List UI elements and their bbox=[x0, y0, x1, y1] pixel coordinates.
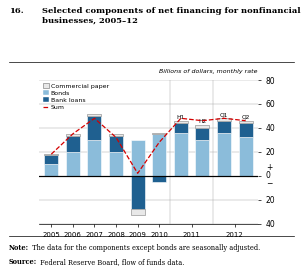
Text: −: − bbox=[266, 180, 272, 189]
Bar bbox=[109, 134, 123, 136]
Bar bbox=[152, 176, 166, 182]
Text: The data for the components except bonds are seasonally adjusted.: The data for the components except bonds… bbox=[30, 244, 261, 252]
Text: 16.: 16. bbox=[9, 7, 24, 15]
Text: H1: H1 bbox=[177, 115, 185, 120]
Bar bbox=[174, 123, 188, 133]
Bar bbox=[217, 133, 231, 176]
Text: +: + bbox=[266, 163, 272, 172]
Text: H2: H2 bbox=[198, 119, 207, 124]
Text: 0: 0 bbox=[266, 171, 271, 180]
Bar bbox=[195, 140, 209, 176]
Bar bbox=[66, 136, 80, 152]
Bar bbox=[66, 152, 80, 176]
Text: Selected components of net financing for nonfinancial
businesses, 2005–12: Selected components of net financing for… bbox=[42, 7, 301, 25]
Bar bbox=[88, 116, 102, 140]
Bar bbox=[44, 164, 58, 176]
Bar bbox=[88, 140, 102, 176]
Bar bbox=[195, 128, 209, 140]
Bar bbox=[152, 134, 166, 176]
Bar bbox=[239, 121, 253, 123]
Bar bbox=[195, 126, 209, 128]
Bar bbox=[174, 133, 188, 176]
Bar bbox=[109, 136, 123, 152]
Bar bbox=[109, 152, 123, 176]
Bar bbox=[131, 209, 145, 215]
Bar bbox=[44, 154, 58, 155]
Text: Federal Reserve Board, flow of funds data.: Federal Reserve Board, flow of funds dat… bbox=[38, 258, 184, 266]
Bar bbox=[174, 121, 188, 123]
Text: Billions of dollars, monthly rate: Billions of dollars, monthly rate bbox=[159, 68, 258, 74]
Bar bbox=[131, 140, 145, 176]
Bar bbox=[217, 118, 231, 121]
Bar bbox=[66, 134, 80, 136]
Text: Note:: Note: bbox=[9, 244, 29, 252]
Bar bbox=[88, 113, 102, 116]
Text: Source:: Source: bbox=[9, 258, 37, 266]
Text: Q1: Q1 bbox=[220, 112, 228, 117]
Bar bbox=[44, 155, 58, 164]
Bar bbox=[239, 123, 253, 137]
Bar bbox=[217, 121, 231, 133]
Bar bbox=[131, 176, 145, 209]
Bar bbox=[239, 137, 253, 176]
Legend: Commercial paper, Bonds, Bank loans, Sum: Commercial paper, Bonds, Bank loans, Sum bbox=[42, 83, 109, 110]
Bar bbox=[152, 133, 166, 134]
Text: Q2: Q2 bbox=[241, 115, 250, 120]
